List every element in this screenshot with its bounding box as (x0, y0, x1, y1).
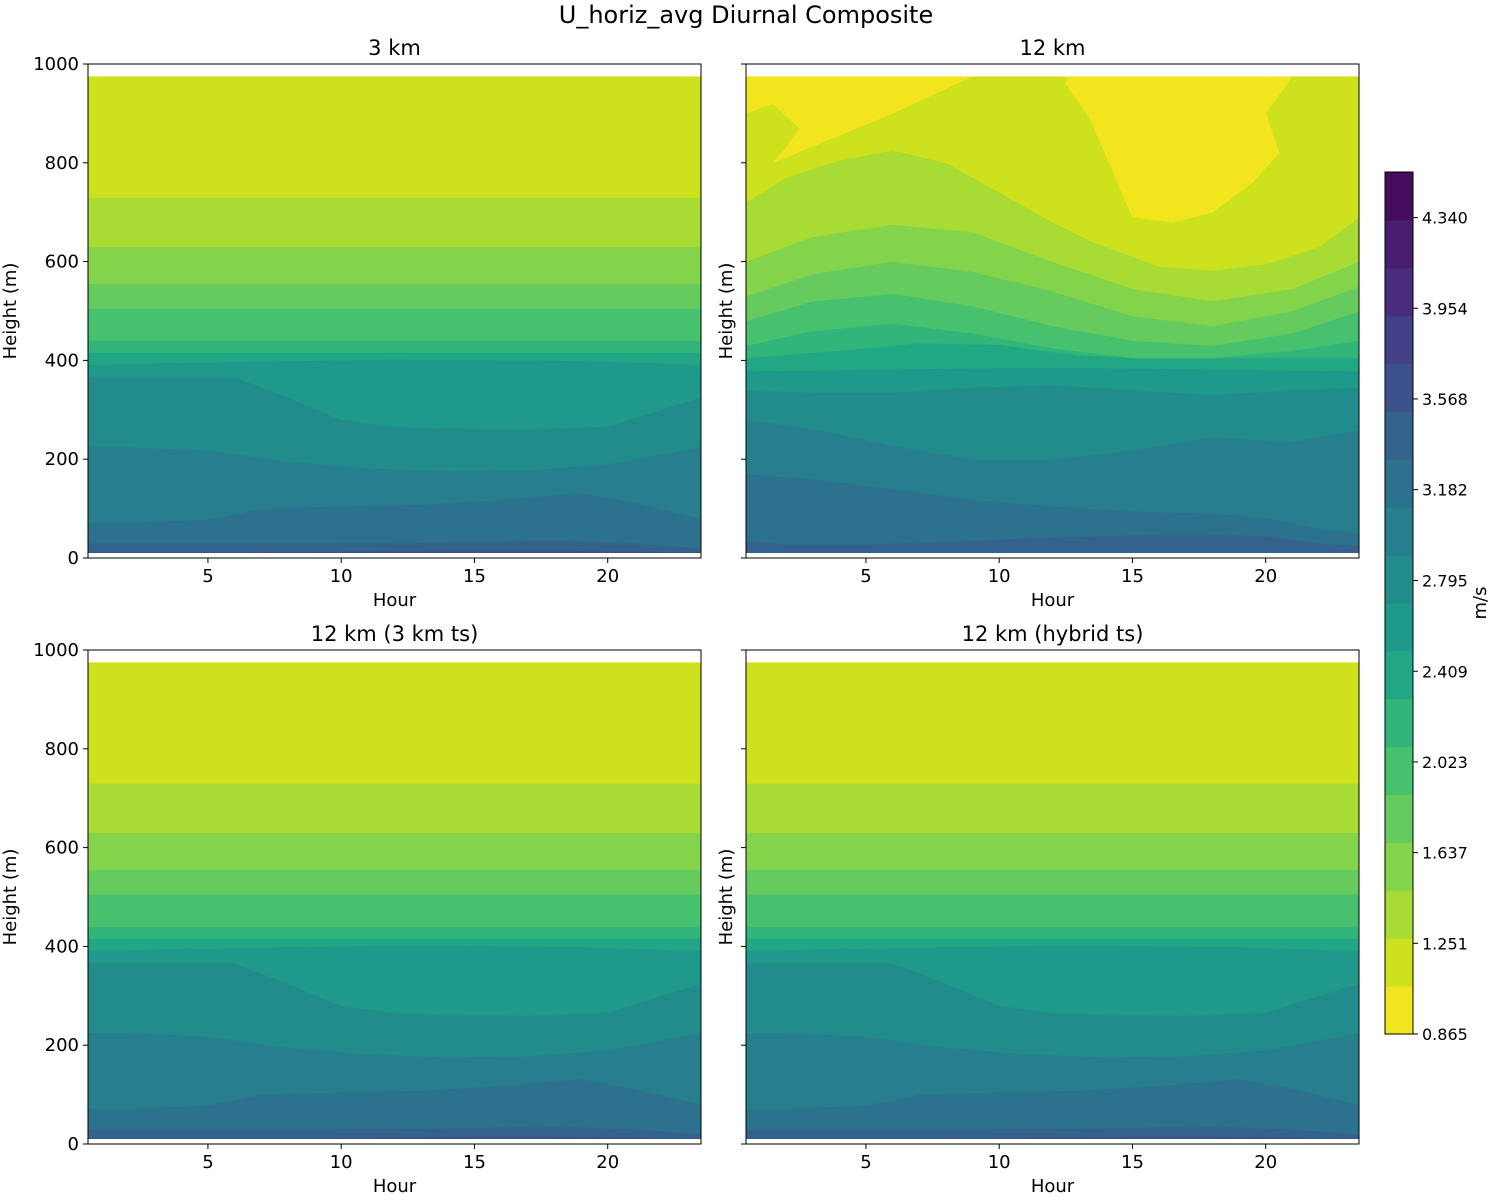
panel-3: 12 km (3 km ts) 5 10 15 20 Hour 0 200 400 600 800 1… (0, 622, 702, 1197)
no-data-bottom (746, 553, 1359, 558)
colorbar-tick-label: 4.340 (1422, 209, 1468, 228)
no-data-top (88, 64, 701, 77)
y-tick-label: 0 (68, 548, 79, 569)
contour-field (88, 64, 701, 558)
axes-frame (745, 63, 1360, 559)
contour-field (746, 64, 1359, 558)
y-tick-label: 200 (45, 1035, 79, 1056)
contour-field (88, 650, 701, 1144)
no-data-bottom (746, 1139, 1359, 1144)
x-tick-label: 20 (596, 1152, 619, 1173)
y-tick-label: 400 (45, 350, 79, 371)
colorbar-swatch (1385, 746, 1413, 796)
no-data-bottom (88, 553, 701, 558)
no-data-top (88, 650, 701, 663)
axes-frame (87, 649, 702, 1145)
no-data-top (746, 64, 1359, 77)
colorbar: 0.865 1.251 1.637 2.023 2.409 2.795 3.182 3.568… (1384, 171, 1491, 1044)
colorbar-tick-label: 2.023 (1422, 753, 1468, 772)
y-tick-label: 1000 (33, 640, 79, 661)
x-tick-label: 5 (202, 1152, 213, 1173)
x-tick-label: 10 (988, 1152, 1011, 1173)
colorbar-swatch (1385, 938, 1413, 987)
colorbar-tick-label: 3.568 (1422, 390, 1468, 409)
x-tick-label: 20 (1254, 1152, 1277, 1173)
colorbar-swatch (1385, 507, 1413, 556)
axes-frame (87, 63, 702, 559)
x-tick-label: 5 (860, 566, 871, 587)
x-tick-label: 15 (463, 1152, 486, 1173)
panel-title: 12 km (1019, 36, 1085, 60)
colorbar-swatch (1385, 650, 1413, 700)
x-tick-label: 10 (330, 1152, 353, 1173)
figure-title: U_horiz_avg Diurnal Composite (559, 1, 933, 29)
contour-band-16 (746, 662, 1359, 784)
panel-2: 12 km 5 10 15 20 Hour Height (m) (716, 36, 1360, 611)
panel-title: 12 km (hybrid ts) (962, 622, 1144, 646)
colorbar-frame (1384, 171, 1414, 1035)
colorbar-swatch (1385, 267, 1413, 317)
colorbar-swatch (1385, 411, 1413, 460)
y-axis-label: Height (m) (716, 263, 737, 360)
colorbar-swatch (1385, 219, 1413, 269)
x-tick-label: 15 (1121, 1152, 1144, 1173)
y-axis-label: Height (m) (0, 849, 21, 946)
colorbar-tick-label: 3.182 (1422, 481, 1468, 500)
x-axis-label: Hour (1031, 590, 1075, 611)
colorbar-swatch (1385, 890, 1413, 939)
colorbar-swatch (1385, 698, 1413, 748)
y-tick-label: 600 (45, 838, 79, 859)
colorbar-tick-label: 0.865 (1422, 1025, 1468, 1044)
contour-band-18 (746, 76, 1359, 159)
colorbar-tick-label: 3.954 (1422, 299, 1468, 318)
contour-band-16 (88, 76, 701, 198)
y-axis-label: Height (m) (0, 263, 21, 360)
x-tick-label: 20 (1254, 566, 1277, 587)
x-axis-label: Hour (1031, 1176, 1075, 1197)
panel-title: 12 km (3 km ts) (311, 622, 479, 646)
colorbar-swatch (1385, 459, 1413, 508)
panel-4: 12 km (hybrid ts) 5 10 15 20 Hour Height (m) (716, 622, 1360, 1197)
x-tick-label: 15 (463, 566, 486, 587)
x-tick-label: 15 (1121, 566, 1144, 587)
y-tick-label: 0 (68, 1134, 79, 1155)
colorbar-swatch (1385, 986, 1413, 1035)
y-tick-label: 800 (45, 739, 79, 760)
y-tick-label: 200 (45, 449, 79, 470)
panel-1: 3 km 5 10 15 20 Hour 0 200 400 600 800 1000 Height (… (0, 36, 702, 611)
y-tick-label: 600 (45, 252, 79, 273)
colorbar-swatch (1385, 172, 1413, 221)
colorbar-label: m/s (1470, 587, 1491, 620)
no-data-top (746, 650, 1359, 663)
colorbar-swatch (1385, 842, 1413, 891)
contour-band-16 (88, 662, 701, 784)
y-tick-label: 800 (45, 153, 79, 174)
x-tick-label: 20 (596, 566, 619, 587)
colorbar-swatch (1385, 363, 1413, 412)
x-axis-label: Hour (373, 590, 417, 611)
colorbar-tick-label: 1.637 (1422, 844, 1468, 863)
x-tick-label: 10 (988, 566, 1011, 587)
x-tick-label: 10 (330, 566, 353, 587)
x-tick-label: 5 (860, 1152, 871, 1173)
x-axis-label: Hour (373, 1176, 417, 1197)
panel-title: 3 km (368, 36, 421, 60)
y-tick-label: 400 (45, 936, 79, 957)
colorbar-swatch (1385, 555, 1413, 604)
colorbar-swatch (1385, 794, 1413, 843)
x-tick-label: 5 (202, 566, 213, 587)
y-axis-label: Height (m) (716, 849, 737, 946)
colorbar-swatch (1385, 315, 1413, 365)
axes-frame (745, 649, 1360, 1145)
y-tick-label: 1000 (33, 54, 79, 75)
colorbar-tick-label: 1.251 (1422, 934, 1468, 953)
colorbar-tick-label: 2.795 (1422, 572, 1468, 591)
colorbar-tick-label: 2.409 (1422, 662, 1468, 681)
no-data-bottom (88, 1139, 701, 1144)
contour-field (746, 650, 1359, 1144)
colorbar-swatch (1385, 603, 1413, 652)
